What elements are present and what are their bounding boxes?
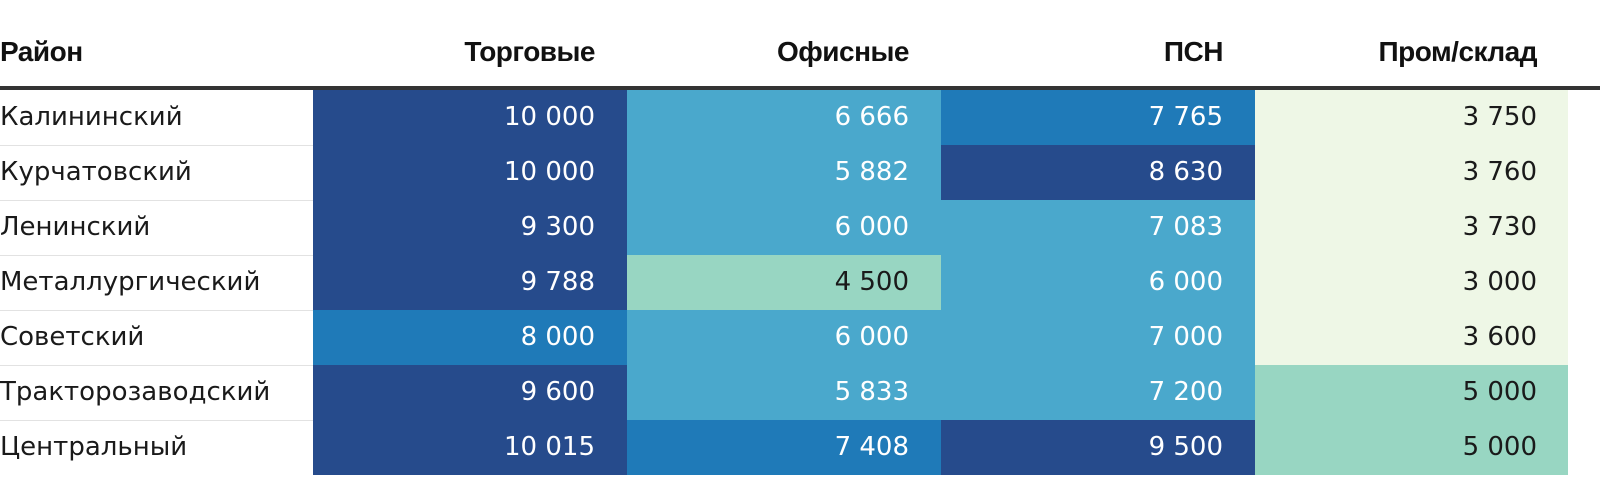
- row-divider: [0, 255, 313, 256]
- table-header: Район Торговые Офисные ПСН Пром/склад: [0, 0, 1600, 86]
- cell-industrial: 5 000: [1255, 365, 1568, 420]
- cell-industrial: 3 760: [1255, 145, 1568, 200]
- row-divider: [0, 200, 313, 201]
- cell-industrial: 3 730: [1255, 200, 1568, 255]
- table-row: Центральный 10 015 7 408 9 500 5 000: [0, 420, 1600, 475]
- cell-psn: 7 200: [941, 365, 1255, 420]
- cell-psn: 7 083: [941, 200, 1255, 255]
- row-label: Тракторозаводский: [0, 377, 271, 407]
- row-label: Курчатовский: [0, 157, 192, 187]
- header-industrial: Пром/склад: [1378, 36, 1537, 67]
- header-retail: Торговые: [464, 36, 595, 67]
- header-psn: ПСН: [1163, 36, 1224, 67]
- row-divider: [0, 310, 313, 311]
- cell-retail: 10 000: [313, 90, 627, 145]
- cell-retail: 9 300: [313, 200, 627, 255]
- row-divider: [0, 420, 313, 421]
- table-row: Курчатовский 10 000 5 882 8 630 3 760: [0, 145, 1600, 200]
- cell-psn: 6 000: [941, 255, 1255, 310]
- header-divider: [0, 86, 1600, 90]
- cell-psn: 8 630: [941, 145, 1255, 200]
- cell-industrial: 3 750: [1255, 90, 1568, 145]
- cell-psn: 7 000: [941, 310, 1255, 365]
- cell-retail: 10 000: [313, 145, 627, 200]
- table-row: Тракторозаводский 9 600 5 833 7 200 5 000: [0, 365, 1600, 420]
- row-label: Ленинский: [0, 212, 151, 242]
- row-divider: [0, 365, 313, 366]
- cell-office: 7 408: [627, 420, 941, 475]
- table-row: Ленинский 9 300 6 000 7 083 3 730: [0, 200, 1600, 255]
- cell-office: 5 882: [627, 145, 941, 200]
- header-district: Район: [0, 36, 83, 67]
- row-label: Калининский: [0, 102, 183, 132]
- cell-office: 4 500: [627, 255, 941, 310]
- cell-psn: 7 765: [941, 90, 1255, 145]
- table-row: Советский 8 000 6 000 7 000 3 600: [0, 310, 1600, 365]
- table-row: Калининский 10 000 6 666 7 765 3 750: [0, 90, 1600, 145]
- cell-office: 6 000: [627, 310, 941, 365]
- cell-psn: 9 500: [941, 420, 1255, 475]
- cell-retail: 8 000: [313, 310, 627, 365]
- cell-office: 5 833: [627, 365, 941, 420]
- cell-retail: 9 600: [313, 365, 627, 420]
- header-office: Офисные: [777, 36, 909, 67]
- cell-office: 6 666: [627, 90, 941, 145]
- cell-retail: 10 015: [313, 420, 627, 475]
- cell-industrial: 5 000: [1255, 420, 1568, 475]
- table-row: Металлургический 9 788 4 500 6 000 3 000: [0, 255, 1600, 310]
- cell-office: 6 000: [627, 200, 941, 255]
- row-label: Советский: [0, 322, 145, 352]
- cell-retail: 9 788: [313, 255, 627, 310]
- cell-industrial: 3 000: [1255, 255, 1568, 310]
- row-divider: [0, 145, 313, 146]
- row-label: Центральный: [0, 432, 188, 462]
- row-label: Металлургический: [0, 267, 261, 297]
- cell-industrial: 3 600: [1255, 310, 1568, 365]
